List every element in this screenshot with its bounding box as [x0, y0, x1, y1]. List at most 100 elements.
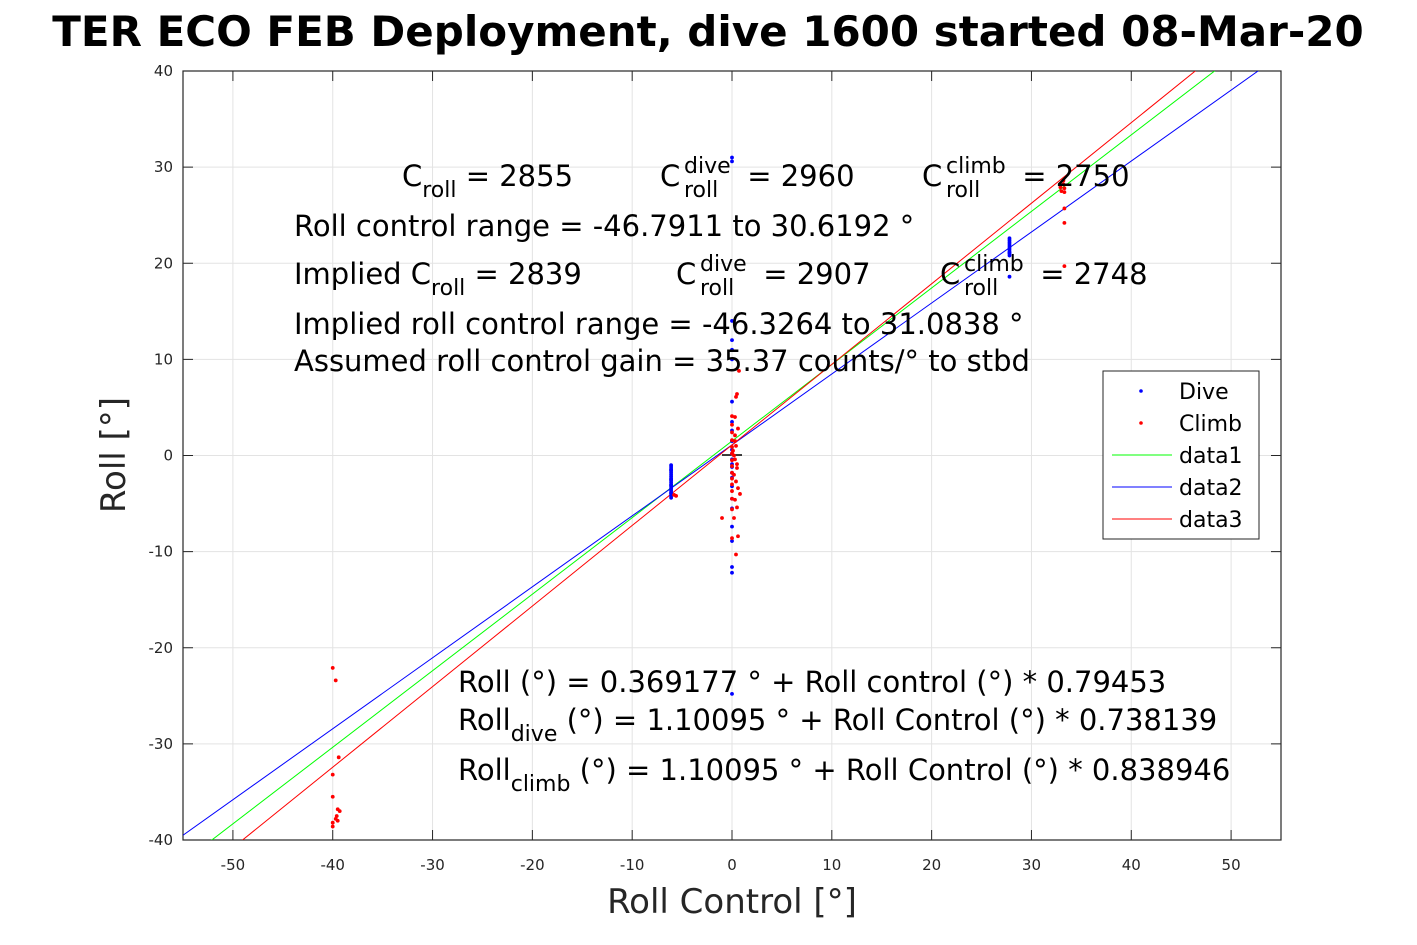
data-point-climb [730, 476, 734, 481]
data-point-climb [720, 516, 724, 520]
data-point-dive [730, 155, 734, 160]
legend-marker-dive [1139, 389, 1143, 393]
data-point-climb [1062, 264, 1067, 269]
legend-label-dive: Dive [1179, 380, 1229, 405]
series-line-data3 [241, 71, 1197, 840]
implied-range-text: Implied roll control range = -46.3264 to… [294, 307, 1024, 341]
data-point-dive [730, 691, 734, 696]
data-point-dive [730, 565, 734, 569]
data-point-climb [737, 369, 741, 373]
data-point-climb [730, 482, 734, 487]
data-point-climb [732, 472, 736, 477]
data-point-climb [730, 496, 734, 501]
data-point-climb [730, 458, 734, 463]
data-point-dive [730, 539, 734, 543]
legend-label-climb: Climb [1179, 412, 1242, 437]
x-tick-label: 50 [1222, 856, 1241, 874]
data-point-climb [330, 794, 335, 799]
legend-label-data2: data2 [1179, 476, 1243, 501]
legend-box [1102, 370, 1260, 540]
x-axis-label: Roll Control [°] [607, 882, 857, 922]
data-point-climb [674, 493, 679, 498]
data-point-climb [732, 516, 736, 520]
y-tick-label: 40 [154, 62, 173, 80]
data-point-climb [733, 439, 737, 443]
data-point-climb [1058, 185, 1063, 190]
data-point-dive [730, 399, 734, 404]
data-point-dive [730, 570, 734, 575]
data-point-climb [733, 457, 737, 462]
x-tick-label: 40 [1122, 856, 1141, 874]
x-tick-label: 0 [727, 856, 737, 874]
data-point-dive [730, 524, 734, 529]
data-point-climb [730, 536, 734, 541]
x-tick-label: 10 [822, 856, 841, 874]
data-point-climb [330, 820, 335, 825]
data-point-dive [1007, 253, 1012, 258]
y-tick-label: -30 [149, 735, 174, 753]
data-point-climb [735, 392, 739, 396]
data-point-climb [736, 534, 740, 539]
data-point-climb [1062, 206, 1067, 211]
x-tick-label: -30 [420, 856, 445, 874]
y-tick-label: -40 [149, 831, 174, 849]
data-point-climb [335, 807, 340, 812]
data-point-dive [730, 159, 734, 164]
chart-title: TER ECO FEB Deployment, dive 1600 starte… [52, 7, 1363, 56]
data-point-climb [734, 443, 738, 448]
data-point-dive [1007, 274, 1012, 279]
data-point-climb [334, 814, 339, 818]
fit-dive-text: Rolldive (°) = 1.10095 ° + Roll Control … [458, 703, 1217, 747]
assumed-gain-text: Assumed roll control gain = 35.37 counts… [294, 344, 1030, 378]
data-point-climb [735, 505, 739, 510]
data-point-dive [730, 419, 734, 424]
data-point-climb [733, 415, 737, 419]
data-point-climb [335, 818, 340, 823]
x-tick-label: -10 [620, 856, 645, 874]
data-point-climb [730, 438, 734, 443]
data-point-dive [730, 338, 734, 343]
data-point-climb [730, 430, 734, 435]
data-point-climb [736, 426, 740, 431]
x-tick-label: -50 [221, 856, 246, 874]
axis-ticks: -50 -40 -30 -20 -10 0 10 20 30 40 50 -40 -30 -20 -10 0 1… [149, 62, 1281, 874]
y-tick-label: 0 [163, 447, 173, 465]
y-tick-label: 20 [154, 254, 173, 272]
data-point-dive [669, 463, 674, 468]
x-tick-label: -40 [320, 856, 345, 874]
y-tick-label: -10 [149, 543, 174, 561]
data-point-dive [669, 495, 674, 500]
data-point-climb [1062, 220, 1067, 225]
data-point-climb [730, 414, 734, 418]
fit-climb-text: Rollclimb (°) = 1.10095 ° + Roll Control… [458, 753, 1230, 797]
data-point-climb [330, 772, 335, 777]
data-point-climb [733, 497, 737, 502]
data-point-climb [1061, 178, 1066, 183]
data-point-climb [731, 448, 735, 453]
legend: Dive Climb data1 data2 data3 [1102, 370, 1260, 540]
legend-marker-climb [1139, 421, 1143, 425]
legend-label-data3: data3 [1179, 508, 1243, 533]
data-point-climb [734, 479, 738, 484]
x-tick-label: 20 [922, 856, 941, 874]
data-point-climb [732, 453, 736, 458]
data-points [330, 155, 1067, 829]
data-point-climb [330, 666, 335, 670]
y-axis-label: Roll [°] [94, 397, 134, 513]
data-point-climb [333, 678, 338, 683]
plot-frame [182, 70, 1282, 841]
y-tick-label: 10 [154, 350, 173, 368]
data-point-climb [1059, 189, 1064, 194]
data-point-climb [735, 466, 739, 470]
fit-all-text: Roll (°) = 0.369177 ° + Roll control (°)… [458, 665, 1166, 699]
data-point-climb [730, 464, 734, 468]
y-tick-label: 30 [154, 158, 173, 176]
x-tick-label: -20 [520, 856, 545, 874]
data-point-climb [736, 486, 740, 491]
data-point-climb [730, 489, 734, 493]
data-point-climb [733, 433, 737, 438]
data-point-climb [1062, 190, 1067, 195]
data-point-dive [669, 491, 674, 495]
